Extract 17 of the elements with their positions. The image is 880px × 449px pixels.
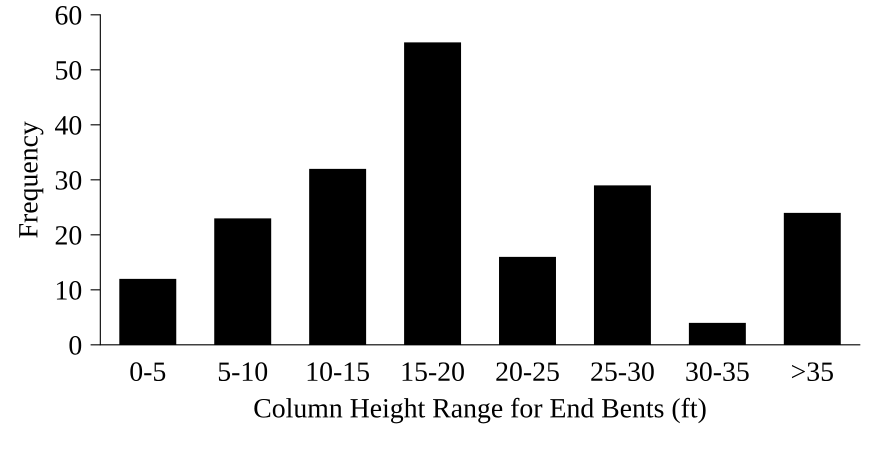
x-axis-title: Column Height Range for End Bents (ft): [254, 398, 706, 424]
y-tick-label: 40: [55, 116, 82, 135]
y-tick-label: 50: [56, 60, 82, 80]
x-tick-label: 30-35: [686, 362, 749, 382]
y-tick-label: 30: [56, 170, 82, 190]
y-tick-label: 60: [56, 6, 82, 25]
x-tick-label: >35: [792, 362, 833, 382]
y-tick-label: 20: [56, 226, 82, 245]
x-tick-label: 10-15: [308, 362, 369, 382]
x-tick-label: 20-25: [496, 362, 559, 382]
x-tick-label: 25-30: [591, 362, 654, 382]
x-tick-label: 0-5: [130, 362, 166, 382]
x-tick-label: 5-10: [218, 362, 268, 382]
x-tick-label: 15-20: [402, 362, 464, 382]
y-axis-title: Frequency: [19, 121, 44, 238]
y-tick-label: 10: [56, 280, 82, 300]
y-tick-label: 0: [69, 336, 82, 355]
